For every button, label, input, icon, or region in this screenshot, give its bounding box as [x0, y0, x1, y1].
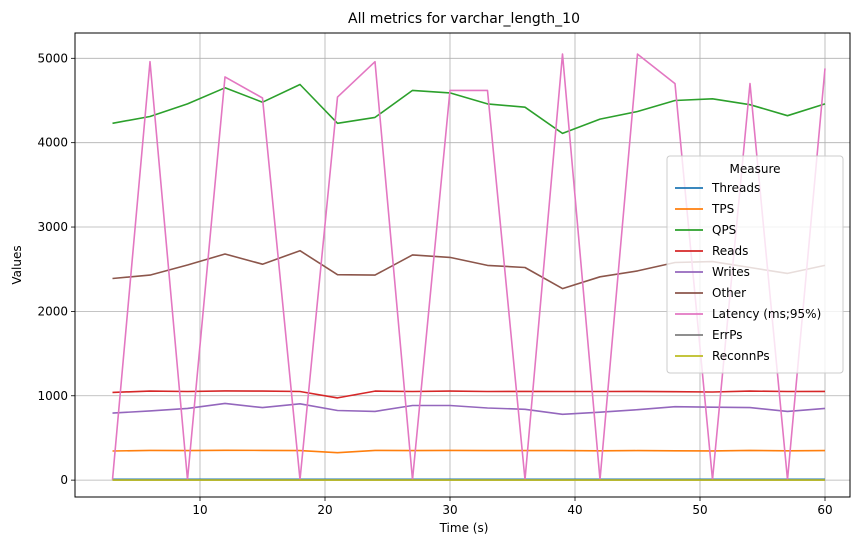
y-tick-label: 2000: [37, 304, 68, 318]
x-tick-label: 20: [317, 503, 332, 517]
legend[interactable]: Measure Threads TPS QPS Reads Writes Other Late…: [666, 155, 844, 374]
series-line-qps: [112, 83, 826, 135]
x-tick-label: 30: [442, 503, 457, 517]
x-tick-label: 60: [817, 503, 832, 517]
x-axis-label: Time (s): [439, 521, 489, 535]
y-tick-label: 0: [60, 473, 68, 487]
legend-entry-label: QPS: [712, 223, 736, 237]
legend-entry-label: Threads: [711, 181, 760, 195]
x-tick-label: 50: [692, 503, 707, 517]
legend-box: [666, 155, 844, 374]
series-lines: [111, 53, 826, 481]
plot-area-frame: [74, 32, 851, 498]
legend-entry-label: Other: [712, 286, 746, 300]
legend-entry-label: Latency (ms;95%): [712, 307, 821, 321]
legend-entry-label: ErrPs: [712, 328, 743, 342]
y-tick-label: 5000: [37, 51, 68, 65]
legend-entry-label: TPS: [711, 202, 734, 216]
legend-title: Measure: [730, 162, 781, 176]
y-axis-label: Values: [10, 245, 24, 284]
x-tick-label: 40: [567, 503, 582, 517]
axis-ticks: 10 20 30 40 50 60 0 1000 2000 3000 4000 5000: [37, 51, 832, 517]
legend-entry-label: Writes: [712, 265, 750, 279]
y-tick-label: 1000: [37, 389, 68, 403]
series-line-reads: [112, 390, 826, 399]
y-tick-label: 3000: [37, 220, 68, 234]
series-line-latency-ms-95: [111, 53, 826, 481]
x-tick-label: 10: [192, 503, 207, 517]
series-line-tps: [112, 449, 826, 454]
legend-entry-label: Reads: [712, 244, 748, 258]
y-tick-label: 4000: [37, 136, 68, 150]
chart-title: All metrics for varchar_length_10: [348, 11, 580, 27]
legend-entry-label: ReconnPs: [712, 349, 770, 363]
